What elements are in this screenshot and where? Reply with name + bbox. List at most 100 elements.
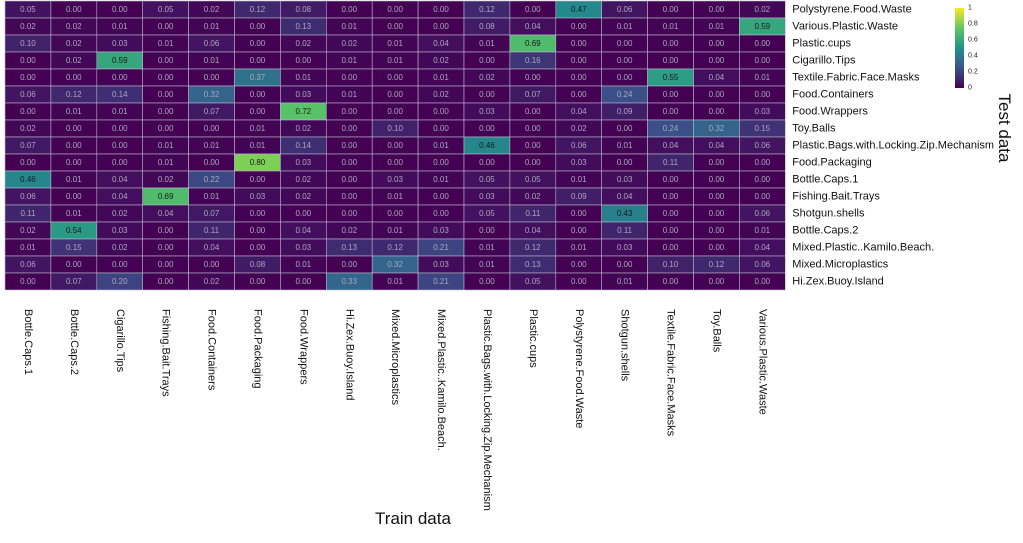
cell-value-label: 0.01 bbox=[66, 175, 82, 184]
cell-value-label: 0.59 bbox=[755, 22, 771, 31]
cell-value-label: 0.00 bbox=[433, 107, 449, 116]
cell-value-label: 0.80 bbox=[250, 158, 266, 167]
cell-value-label: 0.00 bbox=[663, 277, 679, 286]
cell-value-label: 0.03 bbox=[479, 107, 495, 116]
cell-value-label: 0.46 bbox=[20, 175, 36, 184]
cell-value-label: 0.02 bbox=[66, 22, 82, 31]
cell-value-label: 0.00 bbox=[341, 141, 357, 150]
cell-value-label: 0.02 bbox=[296, 175, 312, 184]
cell-value-label: 0.01 bbox=[387, 277, 403, 286]
cell-value-label: 0.00 bbox=[204, 260, 220, 269]
cell-value-label: 0.00 bbox=[341, 175, 357, 184]
cell-value-label: 0.05 bbox=[479, 209, 495, 218]
row-labels: Polystyrene.Food.Waste Various.Plastic.Wa… bbox=[792, 4, 994, 288]
cell-value-label: 0.69 bbox=[158, 192, 174, 201]
cell-value-label: 0.03 bbox=[112, 39, 128, 48]
cell-value-label: 0.00 bbox=[755, 175, 771, 184]
cell-value-label: 0.02 bbox=[204, 5, 220, 14]
cell-value-label: 0.11 bbox=[663, 158, 679, 167]
cell-value-label: 0.07 bbox=[204, 209, 220, 218]
cell-value-label: 0.00 bbox=[204, 158, 220, 167]
cell-value-label: 0.01 bbox=[250, 124, 266, 133]
cell-value-label: 0.05 bbox=[158, 5, 174, 14]
cell-value-label: 0.01 bbox=[479, 260, 495, 269]
cell-value-label: 0.00 bbox=[158, 243, 174, 252]
cell-value-label: 0.14 bbox=[112, 90, 128, 99]
cell-value-label: 0.03 bbox=[296, 90, 312, 99]
cell-value-label: 0.01 bbox=[112, 107, 128, 116]
cell-value-label: 0.00 bbox=[525, 124, 541, 133]
cell-value-label: 0.00 bbox=[250, 107, 266, 116]
cell-value-label: 0.00 bbox=[66, 192, 82, 201]
cell-value-label: 0.02 bbox=[571, 124, 587, 133]
cell-value-label: 0.00 bbox=[663, 209, 679, 218]
cell-value-label: 0.00 bbox=[296, 277, 312, 286]
cell-value-label: 0.00 bbox=[250, 277, 266, 286]
row-label: Food.Containers bbox=[792, 89, 874, 101]
cell-value-label: 0.00 bbox=[66, 124, 82, 133]
cell-value-label: 0.02 bbox=[341, 39, 357, 48]
row-label: Polystyrene.Food.Waste bbox=[792, 4, 911, 16]
cell-value-label: 0.00 bbox=[387, 73, 403, 82]
cell-value-label: 0.00 bbox=[663, 90, 679, 99]
cell-value-label: 0.00 bbox=[663, 243, 679, 252]
cell-value-label: 0.00 bbox=[663, 5, 679, 14]
cell-value-label: 0.11 bbox=[20, 209, 36, 218]
colorbar-tick-label: 0.8 bbox=[968, 21, 978, 28]
cell-value-label: 0.00 bbox=[20, 73, 36, 82]
cell-value-label: 0.00 bbox=[663, 192, 679, 201]
row-label: Plastic.Bags.with.Locking.Zip.Mechanism bbox=[792, 140, 994, 152]
column-label: Various.Plastic.Waste bbox=[756, 309, 768, 415]
cell-value-label: 0.02 bbox=[204, 277, 220, 286]
cell-value-label: 0.00 bbox=[66, 260, 82, 269]
cell-value-label: 0.01 bbox=[296, 260, 312, 269]
cell-value-label: 0.00 bbox=[571, 260, 587, 269]
cell-value-label: 0.00 bbox=[709, 226, 725, 235]
cell-value-label: 0.06 bbox=[20, 260, 36, 269]
cell-value-label: 0.00 bbox=[387, 5, 403, 14]
cell-value-label: 0.32 bbox=[709, 124, 725, 133]
cell-value-label: 0.01 bbox=[387, 56, 403, 65]
cell-value-label: 0.03 bbox=[755, 107, 771, 116]
cell-value-label: 0.03 bbox=[387, 175, 403, 184]
cell-value-label: 0.00 bbox=[250, 209, 266, 218]
cell-value-label: 0.00 bbox=[20, 277, 36, 286]
cell-value-label: 0.00 bbox=[525, 158, 541, 167]
y-axis-title: Test data bbox=[995, 94, 1014, 164]
cell-value-label: 0.00 bbox=[571, 209, 587, 218]
cell-value-label: 0.01 bbox=[617, 141, 633, 150]
cell-value-label: 0.32 bbox=[387, 260, 403, 269]
cell-value-label: 0.00 bbox=[433, 158, 449, 167]
cell-value-label: 0.01 bbox=[617, 22, 633, 31]
cell-value-label: 0.11 bbox=[204, 226, 220, 235]
cell-value-label: 0.00 bbox=[755, 277, 771, 286]
column-label: Fishing.Bait.Trays bbox=[160, 309, 172, 397]
cell-value-label: 0.01 bbox=[571, 175, 587, 184]
cell-value-label: 0.00 bbox=[663, 56, 679, 65]
cell-value-label: 0.06 bbox=[755, 209, 771, 218]
column-label: Mixed.Plastic..Kamilo.Beach. bbox=[435, 309, 447, 451]
cell-value-label: 0.01 bbox=[250, 141, 266, 150]
cell-value-label: 0.00 bbox=[479, 277, 495, 286]
colorbar-tick-label: 0.2 bbox=[968, 69, 978, 76]
cell-value-label: 0.00 bbox=[296, 209, 312, 218]
row-label: Mixed.Microplastics bbox=[792, 259, 888, 271]
column-label: Food.Wrappers bbox=[297, 309, 309, 385]
cell-value-label: 0.55 bbox=[663, 73, 679, 82]
cell-value-label: 0.00 bbox=[341, 5, 357, 14]
cell-value-label: 0.00 bbox=[433, 5, 449, 14]
cell-value-label: 0.01 bbox=[755, 226, 771, 235]
cell-value-label: 0.01 bbox=[296, 73, 312, 82]
cell-value-label: 0.06 bbox=[755, 141, 771, 150]
row-label: Food.Wrappers bbox=[792, 106, 868, 118]
cell-value-label: 0.04 bbox=[709, 141, 725, 150]
heatmap-cell bbox=[739, 272, 786, 291]
cell-value-label: 0.00 bbox=[250, 226, 266, 235]
cell-value-label: 0.01 bbox=[479, 243, 495, 252]
cell-value-label: 0.00 bbox=[387, 22, 403, 31]
cell-value-label: 0.22 bbox=[204, 175, 220, 184]
cell-value-label: 0.01 bbox=[204, 22, 220, 31]
cell-value-label: 0.13 bbox=[341, 243, 357, 252]
cell-value-label: 0.00 bbox=[387, 158, 403, 167]
cell-value-label: 0.00 bbox=[341, 260, 357, 269]
